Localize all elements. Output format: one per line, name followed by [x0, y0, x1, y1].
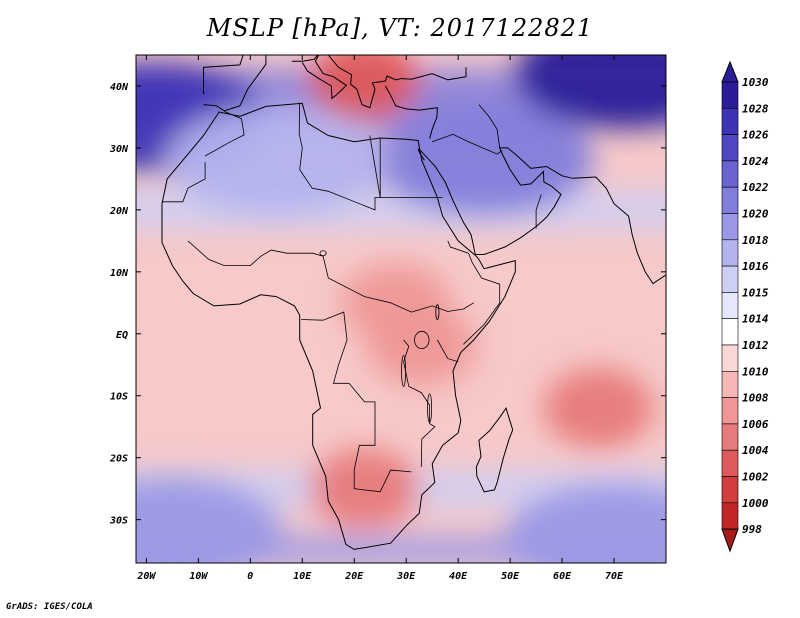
- country-border: [162, 162, 206, 203]
- country-border: [369, 135, 443, 198]
- colorbar-label: 1018: [742, 234, 769, 247]
- colorbar-swatch: [721, 160, 739, 188]
- colorbar-label: 1008: [742, 392, 769, 405]
- colorbar-label: 1010: [742, 365, 769, 378]
- country-border: [447, 240, 501, 345]
- colorbar-label: 1020: [742, 208, 769, 221]
- colorbar-label: 1006: [742, 418, 769, 431]
- grads-credit: GrADS: IGES/COLA: [6, 602, 93, 612]
- pressure-low-aegean-low: [309, 55, 420, 120]
- colorbar-swatch: [721, 134, 739, 162]
- colorbar-swatch: [721, 292, 739, 319]
- lat-label: 20N: [109, 206, 129, 217]
- colorbar-label: 1024: [742, 155, 769, 168]
- pressure-high-asian-high: [514, 55, 666, 129]
- coastline-italy: [291, 55, 348, 100]
- pressure-low-east-africa-trough: [366, 306, 477, 387]
- colorbar-label: 1014: [742, 313, 769, 326]
- lake-outline: [414, 330, 430, 350]
- coastline-arabia-india: [418, 147, 666, 285]
- lat-label: 10N: [110, 268, 129, 279]
- colorbar-swatch: [721, 239, 739, 267]
- colorbar-swatch: [721, 397, 739, 425]
- lon-label: 20W: [136, 571, 156, 582]
- coastlines: [161, 55, 666, 550]
- coastline-balkans-blacksea: [327, 55, 467, 109]
- colorbar-label: 1016: [742, 260, 769, 273]
- coastline-madagascar: [475, 406, 514, 493]
- colorbar-arrow-bottom: [721, 528, 739, 553]
- lon-label: 40E: [449, 571, 468, 582]
- colorbar-swatch: [721, 476, 739, 504]
- colorbar-swatch: [721, 423, 739, 451]
- colorbar-swatch: [721, 81, 739, 109]
- colorbar-label: 1012: [742, 339, 769, 352]
- colorbar-label: 1004: [742, 444, 769, 457]
- colorbar-swatch: [721, 449, 739, 477]
- colorbar: 1030 1028 1026 1024 1022 1020 1018 1016 1015 1014…: [721, 60, 769, 553]
- country-border: [432, 133, 503, 155]
- lon-label: 20E: [344, 571, 364, 582]
- country-border: [403, 339, 436, 468]
- lake-outline: [319, 250, 327, 257]
- lake-outline: [427, 393, 433, 423]
- colorbar-swatch: [721, 265, 739, 293]
- colorbar-arrow-top: [721, 60, 739, 83]
- lon-label: 30E: [396, 571, 416, 582]
- lon-label: 0: [247, 571, 253, 582]
- coastline-turkey-levant: [384, 85, 438, 139]
- lake-outline: [435, 304, 440, 320]
- colorbar-label: 1000: [742, 497, 769, 510]
- colorbar-swatch: [721, 318, 739, 346]
- colorbar-label: 998: [742, 523, 762, 536]
- pressure-high-south-indian-high: [504, 483, 666, 563]
- country-border: [478, 104, 501, 148]
- country-border: [204, 111, 245, 157]
- coastline-gulf-of-suez: [417, 148, 425, 161]
- pressure-low-mascarene-low: [543, 368, 654, 449]
- map-axes: 40N 30N 20N 10N EQ 10S 20S 30S 20W 10W 0 10E 20E 30E 4…: [109, 55, 666, 582]
- colorbar-label: 1026: [742, 129, 769, 142]
- colorbar-label: 1002: [742, 471, 769, 484]
- lake-outline: [401, 355, 407, 387]
- country-border: [298, 102, 381, 211]
- country-border: [301, 311, 412, 493]
- pressure-low-kalahari-low: [309, 448, 420, 529]
- country-border: [535, 194, 542, 229]
- country-border: [187, 240, 474, 313]
- lon-label: 10E: [293, 571, 312, 582]
- lat-label: 40N: [110, 82, 129, 93]
- lat-label: 10S: [110, 392, 128, 403]
- pressure-high-south-atlantic-high: [136, 477, 283, 563]
- map-plot-area: [135, 54, 667, 564]
- lat-label: 30N: [109, 144, 129, 155]
- pressure-field: [136, 55, 666, 563]
- lat-label: EQ: [116, 330, 128, 341]
- colorbar-swatch: [721, 370, 739, 398]
- map-frame: [135, 54, 667, 564]
- colorbar-swatch: [721, 213, 739, 241]
- colorbar-label: 1030: [742, 76, 769, 89]
- map-title: MSLP [hPa], VT: 2017122821: [206, 14, 594, 42]
- lat-label: 20S: [109, 454, 128, 465]
- colorbar-swatch: [721, 108, 739, 135]
- coastline-africa: [161, 102, 516, 550]
- lon-label: 10W: [189, 571, 208, 582]
- lon-label: 50E: [501, 571, 520, 582]
- country-border: [437, 339, 459, 363]
- lat-label: 30S: [109, 516, 128, 527]
- lon-label: 60E: [553, 571, 572, 582]
- lon-label: 70E: [605, 571, 624, 582]
- pressure-high-sahara-ridge: [166, 105, 387, 216]
- colorbar-label: 1028: [742, 102, 769, 115]
- colorbar-swatch: [721, 186, 739, 214]
- colorbar-swatch: [721, 344, 739, 372]
- colorbar-label: 1015: [742, 286, 769, 299]
- colorbar-label: 1022: [742, 181, 769, 194]
- coastline-iberia-france: [203, 55, 267, 112]
- colorbar-swatch: [721, 502, 739, 530]
- pressure-high-arabian-ridge: [374, 105, 595, 216]
